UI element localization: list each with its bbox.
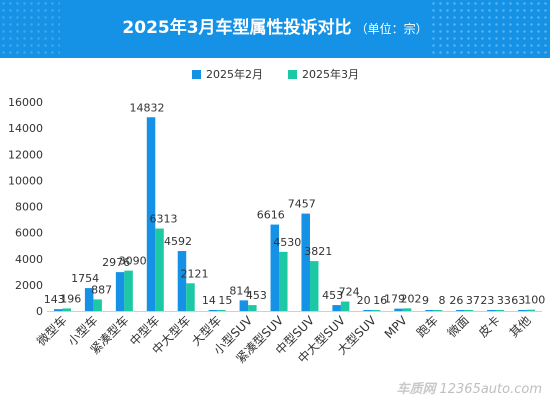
- watermark-domain: 12365auto.com: [439, 382, 542, 397]
- data-label-mar: 100: [524, 294, 545, 307]
- y-tick-label: 6000: [15, 227, 43, 240]
- bar-mar: [464, 310, 474, 311]
- watermark-brand: 车质网: [396, 382, 436, 397]
- bar-feb: [53, 309, 63, 311]
- bar-feb: [270, 224, 280, 311]
- data-label-feb: 453: [322, 289, 343, 302]
- bar-mar: [248, 305, 257, 311]
- bar-feb: [332, 305, 341, 311]
- bar-mar: [340, 301, 350, 311]
- bar-mar: [371, 310, 381, 311]
- data-label-feb: 14832: [130, 101, 165, 114]
- bar-feb: [363, 310, 372, 311]
- header-dot-pattern-left: [0, 0, 60, 58]
- y-tick-label: 0: [36, 305, 43, 318]
- y-tick-label: 4000: [15, 253, 43, 266]
- bar-mar: [495, 310, 505, 311]
- bar-feb: [425, 310, 434, 311]
- bar-mar: [93, 299, 102, 311]
- x-tick-label: 其他: [507, 313, 534, 340]
- data-label-feb: 143: [44, 293, 65, 306]
- bar-feb: [487, 310, 496, 311]
- y-tick-label: 2000: [15, 279, 43, 292]
- data-label-mar: 724: [339, 286, 360, 299]
- data-label-mar: 33: [497, 294, 511, 307]
- bar-mar: [155, 228, 164, 311]
- bar-feb: [84, 288, 94, 311]
- x-tick-label: MPV: [382, 313, 411, 342]
- data-label-feb: 26: [449, 294, 463, 307]
- data-label-mar: 6313: [150, 213, 178, 226]
- bar-feb: [208, 310, 218, 311]
- data-label-mar: 15: [218, 294, 232, 307]
- x-tick-label: 微面: [445, 313, 472, 340]
- y-tick-label: 14000: [8, 122, 43, 135]
- bar-mar: [124, 270, 133, 311]
- data-label-feb: 63: [511, 294, 525, 307]
- watermark: 车质网 12365auto.com: [396, 378, 542, 397]
- bar-mar: [433, 310, 443, 311]
- header-dot-pattern-right: [430, 0, 550, 58]
- bar-chart: 2025年2月 2025年3月 0 2000 4000 6000 8000 10000 1200…: [8, 67, 545, 366]
- legend-label-0: 2025年2月: [206, 67, 263, 81]
- data-label-mar: 196: [60, 292, 81, 305]
- legend-label-1: 2025年3月: [302, 67, 359, 81]
- bar-mar: [279, 251, 288, 311]
- bar-mar: [402, 308, 412, 311]
- data-label-mar: 37: [466, 294, 480, 307]
- data-label-feb: 4592: [164, 235, 192, 248]
- data-label-mar: 3090: [119, 255, 147, 268]
- data-label-feb: 1754: [71, 272, 99, 285]
- chart-unit-text: （单位：宗）: [355, 22, 428, 36]
- data-label-feb: 814: [229, 284, 250, 297]
- bar-mar: [186, 283, 195, 311]
- data-label-mar: 2121: [180, 267, 208, 280]
- bar-mar: [526, 309, 536, 311]
- data-label-feb: 20: [357, 294, 371, 307]
- bar-feb: [239, 300, 249, 311]
- chart-title: 2025年3月车型属性投诉对比 （单位：宗）: [0, 13, 550, 38]
- y-tick-label: 16000: [8, 96, 43, 109]
- bar-feb: [456, 310, 465, 311]
- chart-title-text: 2025年3月车型属性投诉对比: [122, 18, 352, 38]
- chart-header: 2025年3月车型属性投诉对比 （单位：宗）: [0, 0, 550, 58]
- bar-mar: [309, 261, 319, 311]
- x-tick-label: 跑车: [413, 313, 441, 341]
- data-label-feb: 14: [202, 294, 216, 307]
- data-label-mar: 16: [373, 294, 387, 307]
- data-label-mar: 3821: [304, 245, 332, 258]
- bar-feb: [177, 251, 187, 311]
- x-tick-label: 皮卡: [476, 313, 503, 340]
- bar-feb: [146, 117, 156, 311]
- bar-feb: [115, 272, 125, 311]
- bar-feb: [518, 310, 527, 311]
- data-label-feb: 7457: [288, 198, 316, 211]
- bar-mar: [217, 310, 226, 311]
- y-tick-label: 12000: [8, 148, 43, 161]
- y-tick-label: 8000: [15, 201, 43, 214]
- y-tick-label: 10000: [8, 174, 43, 187]
- data-label-feb: 2976: [102, 256, 130, 269]
- bar-feb: [394, 308, 403, 311]
- chart-area: 2025年2月 2025年3月 0 2000 4000 6000 8000 10000 1200…: [0, 58, 550, 401]
- data-label-mar: 202: [401, 292, 422, 305]
- data-label-mar: 8: [438, 294, 445, 307]
- data-label-mar: 4530: [273, 236, 301, 249]
- data-label-feb: 179: [384, 293, 405, 306]
- data-label-mar: 453: [246, 289, 267, 302]
- legend-swatch-0: [192, 70, 201, 79]
- data-label-mar: 887: [91, 283, 112, 296]
- data-label-feb: 9: [422, 294, 429, 307]
- data-label-feb: 6616: [257, 209, 285, 222]
- bar-mar: [62, 308, 71, 311]
- data-label-feb: 23: [480, 294, 494, 307]
- bar-feb: [301, 213, 310, 311]
- legend-swatch-1: [288, 70, 297, 79]
